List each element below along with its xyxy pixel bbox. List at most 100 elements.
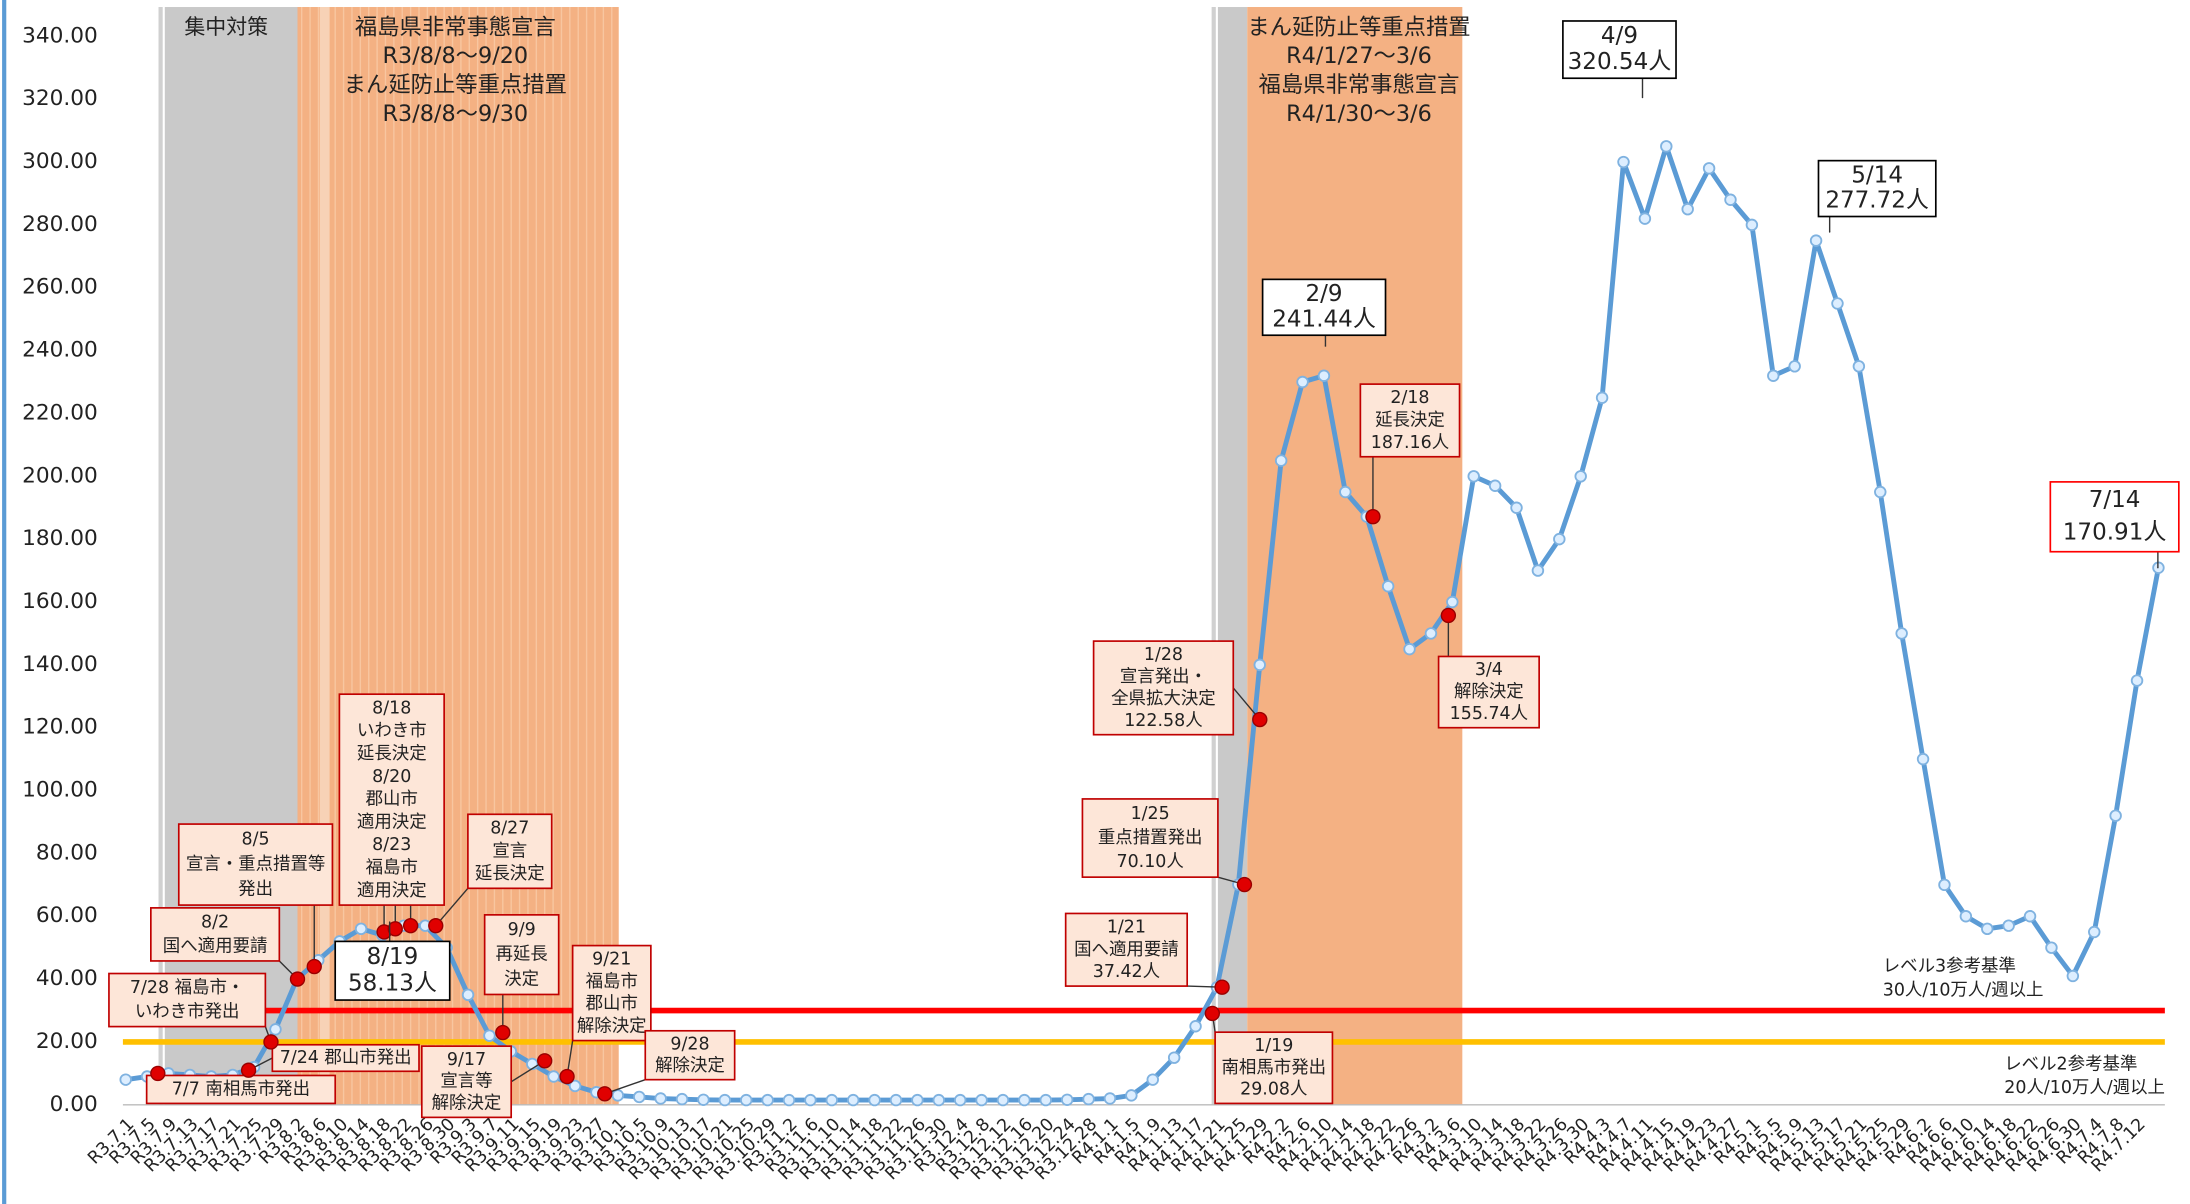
data-point — [868, 1093, 881, 1107]
annotation-text: 適用決定 — [357, 881, 427, 901]
data-point — [119, 1073, 132, 1086]
data-point — [1553, 532, 1566, 546]
annotation-text: 福島市 — [586, 972, 638, 992]
data-point — [1595, 391, 1609, 404]
annotation-box — [2049, 481, 2180, 553]
band — [1247, 7, 1463, 1105]
annotation-marker — [402, 917, 419, 934]
annotation-text: 155.74人 — [1450, 704, 1528, 724]
annotation-text: 適用決定 — [357, 812, 427, 832]
annotation-box — [150, 907, 281, 962]
y-tick-label: 300.00 — [22, 149, 98, 174]
period-label: R3/8/8～9/20 — [382, 43, 528, 69]
annotation-marker — [1440, 607, 1457, 624]
annotation-box — [644, 1029, 736, 1081]
data-point — [1981, 922, 1994, 936]
data-point — [1018, 1093, 1031, 1107]
annotation-text: 2/9 — [1306, 281, 1343, 307]
annotation-text: 再延長 — [496, 945, 548, 965]
data-point — [1488, 479, 1502, 492]
annotation-marker — [1365, 508, 1381, 525]
annotation-text: 277.72人 — [1825, 188, 1929, 214]
data-point — [568, 1079, 582, 1093]
data-point — [1745, 218, 1759, 232]
data-point — [996, 1093, 1010, 1107]
annotation-text: 70.10人 — [1116, 852, 1183, 872]
y-tick-label: 320.00 — [22, 86, 98, 111]
annotation-text: 8/19 — [367, 944, 419, 970]
data-point — [911, 1093, 924, 1107]
data-point — [1531, 564, 1545, 577]
y-tick-label: 80.00 — [36, 840, 98, 865]
data-point — [975, 1093, 988, 1107]
period-label: R3/8/8～9/30 — [382, 101, 528, 127]
annotation-text: 9/21 — [592, 950, 631, 970]
data-point — [2002, 919, 2015, 932]
period-label: まん延防止等重点措置 — [1247, 14, 1470, 40]
data-point — [1424, 627, 1438, 640]
data-point — [633, 1090, 646, 1104]
annotation-text: 7/28 福島市・ — [130, 978, 244, 998]
series-line — [125, 143, 2161, 1103]
data-point — [1510, 501, 1523, 514]
annotation-leader — [435, 887, 469, 927]
data-point — [1767, 369, 1780, 382]
annotation-marker — [559, 1068, 575, 1085]
y-tick-label: 240.00 — [22, 338, 98, 363]
y-tick-label: 160.00 — [22, 589, 98, 614]
annotation-text: 解除決定 — [1454, 682, 1524, 702]
y-tick-label: 100.00 — [22, 778, 98, 803]
annotation-text: 郡山市 — [366, 790, 418, 810]
data-point — [1574, 470, 1587, 483]
band — [297, 7, 619, 1105]
annotation-marker — [1236, 876, 1253, 893]
data-point — [1467, 470, 1480, 483]
annotation-box — [1214, 1031, 1334, 1105]
data-point — [1317, 369, 1331, 382]
reference-label: 20人/10万人/週以上 — [2004, 1078, 2165, 1098]
annotation-box — [571, 944, 652, 1042]
annotation-text: 郡山市 — [586, 994, 638, 1014]
data-point — [2066, 969, 2080, 983]
annotation-box — [1562, 20, 1677, 80]
annotation-text: 国へ適用要請 — [1074, 940, 1179, 960]
data-point — [1189, 1020, 1202, 1033]
annotation-box — [334, 940, 451, 1001]
data-point — [461, 988, 475, 1002]
annotation-text: 37.42人 — [1093, 962, 1160, 982]
data-point — [932, 1093, 946, 1107]
y-tick-label: 340.00 — [22, 23, 98, 48]
annotation-marker — [289, 971, 306, 987]
annotation-anchor — [2157, 567, 2159, 569]
data-point — [740, 1093, 753, 1107]
data-point — [1852, 360, 1866, 373]
annotation-text: 解除決定 — [577, 1017, 647, 1037]
data-point — [1895, 627, 1908, 640]
annotation-text: 延長決定 — [1375, 410, 1445, 430]
period-label: R4/1/27～3/6 — [1286, 43, 1432, 69]
data-point — [2023, 910, 2037, 923]
data-point — [1060, 1093, 1074, 1106]
data-point — [483, 1029, 496, 1042]
period-label: 集中対策 — [184, 15, 268, 39]
y-tick-label: 120.00 — [22, 715, 98, 740]
data-point — [1831, 297, 1844, 310]
reference-label: 30人/10万人/週以上 — [1883, 980, 2044, 1000]
y-tick-label: 200.00 — [22, 463, 98, 488]
plot: 0.00 20.00 40.00 60.00 80.00 100.00 120.00 140.… — [22, 20, 2180, 1184]
data-point — [825, 1093, 839, 1107]
data-point — [1403, 642, 1416, 656]
annotation-text: 重点措置発出 — [1098, 828, 1203, 848]
annotation-text: いわき市発出 — [135, 1002, 240, 1022]
annotation-box — [1261, 278, 1387, 337]
data-point — [1339, 485, 1352, 499]
annotation-marker — [428, 917, 444, 934]
annotation-text: 南相馬市発出 — [1221, 1058, 1326, 1078]
annotation-text: 国へ適用要請 — [163, 936, 268, 956]
annotation-box — [1092, 640, 1235, 736]
annotation-text: 2/18 — [1390, 388, 1429, 408]
data-point — [761, 1093, 774, 1107]
data-point — [1617, 155, 1630, 169]
annotation-box — [1064, 912, 1189, 987]
